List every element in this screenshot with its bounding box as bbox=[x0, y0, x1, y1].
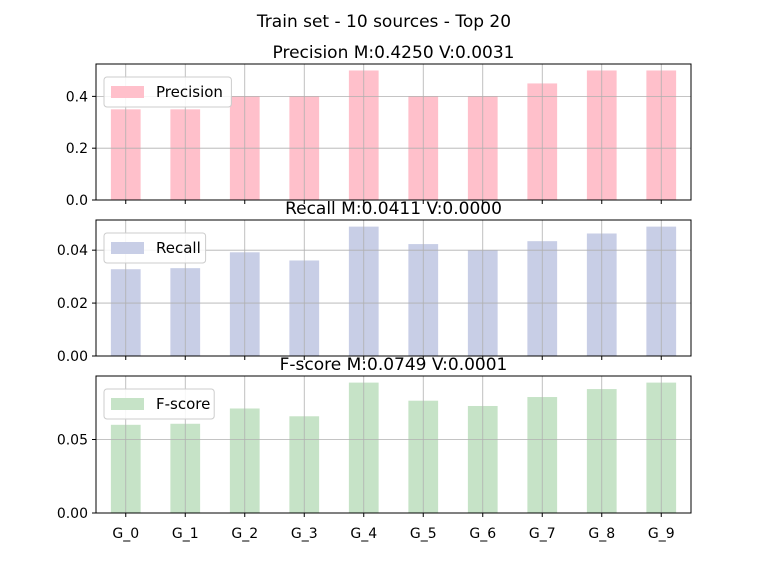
legend-label: Recall bbox=[156, 239, 201, 257]
y-tick-label: 0.00 bbox=[57, 349, 88, 365]
subplot-recall: 0.00 0.02 0.04 Recall M:0.0411 V:0.0000 Reca… bbox=[57, 199, 692, 365]
legend-swatch bbox=[111, 86, 144, 98]
x-tick-label: G_1 bbox=[172, 526, 199, 542]
y-tick-label: 0.0 bbox=[66, 193, 88, 209]
y-tick-label: 0.02 bbox=[57, 296, 88, 312]
axes-frame bbox=[95, 219, 692, 357]
x-tick-label: G_2 bbox=[231, 526, 258, 542]
subplot-title: Precision M:0.4250 V:0.0031 bbox=[273, 43, 515, 63]
legend: F-score bbox=[103, 388, 215, 420]
subplot-f-score: 0.00 0.05 G_0 G_1 G_2 G_3 G_4 G_5 G_6 G_7 G_8 G_9 F-… bbox=[57, 355, 692, 542]
legend-label: Precision bbox=[156, 83, 223, 101]
legend-box bbox=[103, 76, 232, 108]
legend-box bbox=[103, 388, 215, 420]
y-tick-label: 0.4 bbox=[66, 89, 88, 105]
y-tick-label: 0.04 bbox=[57, 243, 88, 259]
axes-frame bbox=[95, 63, 692, 201]
y-tick-label: 0.00 bbox=[57, 506, 88, 522]
subplot-title: Recall M:0.0411 V:0.0000 bbox=[285, 199, 502, 219]
subplot-title: F-score M:0.0749 V:0.0001 bbox=[280, 355, 508, 375]
x-tick-label: G_8 bbox=[588, 526, 615, 542]
figure-title: Train set - 10 sources - Top 20 bbox=[256, 12, 511, 32]
legend-label: F-score bbox=[156, 395, 210, 413]
x-tick-label: G_5 bbox=[410, 526, 437, 542]
legend-box bbox=[103, 232, 207, 264]
x-tick-label: G_0 bbox=[112, 526, 139, 542]
subplots: 0.0 0.2 0.4 Precision M:0.4250 V:0.0031 Prec… bbox=[57, 43, 692, 542]
axes-frame bbox=[95, 375, 692, 514]
legend: Precision bbox=[103, 76, 232, 108]
subplot-precision: 0.0 0.2 0.4 Precision M:0.4250 V:0.0031 Prec… bbox=[66, 43, 692, 209]
x-tick-label: G_3 bbox=[291, 526, 318, 542]
x-tick-label: G_6 bbox=[469, 526, 496, 542]
x-tick-label: G_9 bbox=[648, 526, 675, 542]
legend-swatch bbox=[111, 242, 144, 254]
legend-swatch bbox=[111, 398, 144, 410]
x-tick-label: G_4 bbox=[350, 526, 377, 542]
y-tick-label: 0.2 bbox=[66, 141, 88, 157]
y-tick-label: 0.05 bbox=[57, 433, 88, 449]
legend: Recall bbox=[103, 232, 207, 264]
x-tick-label: G_7 bbox=[529, 526, 556, 542]
